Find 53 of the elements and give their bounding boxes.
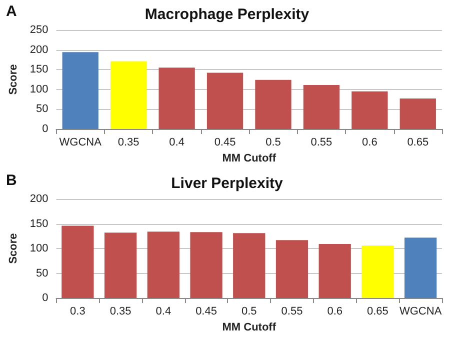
x-axis-title: MM Cutoff bbox=[222, 152, 276, 164]
x-tick-label: 0.55 bbox=[310, 136, 332, 148]
x-axis-title: MM Cutoff bbox=[222, 321, 276, 334]
x-tick-label: 0.65 bbox=[367, 306, 388, 318]
x-tick-label: 0.45 bbox=[214, 136, 236, 148]
bar bbox=[158, 68, 195, 129]
x-tick-label: 0.65 bbox=[407, 136, 429, 148]
bar bbox=[62, 226, 94, 298]
y-tick-label: 150 bbox=[30, 218, 48, 230]
x-tick-label: 0.35 bbox=[118, 136, 140, 148]
bar bbox=[404, 238, 437, 298]
x-tick-label: 0.5 bbox=[266, 136, 281, 148]
x-tick-label: 0.55 bbox=[281, 306, 303, 318]
x-tick-label: 0.5 bbox=[241, 306, 257, 318]
bar bbox=[104, 232, 137, 298]
bar bbox=[352, 91, 388, 129]
y-axis-title: Score bbox=[8, 64, 20, 95]
bar bbox=[276, 240, 308, 298]
y-tick-label: 200 bbox=[30, 44, 48, 56]
x-tick-label: 0.35 bbox=[110, 306, 132, 318]
bar bbox=[400, 98, 436, 129]
x-tick-label: 0.45 bbox=[196, 306, 217, 318]
y-tick-label: 150 bbox=[30, 64, 48, 76]
y-axis-title: Score bbox=[8, 233, 20, 264]
text: A bbox=[6, 3, 17, 20]
bar bbox=[147, 232, 180, 298]
x-tick-label: WGCNA bbox=[399, 306, 442, 318]
x-tick-label: 0.6 bbox=[327, 306, 342, 318]
bar bbox=[362, 246, 394, 298]
y-tick-label: 100 bbox=[30, 242, 48, 254]
y-tick-label: 200 bbox=[30, 193, 48, 205]
text: B bbox=[6, 172, 17, 189]
y-tick-label: 0 bbox=[42, 292, 48, 304]
y-tick-label: 50 bbox=[36, 103, 48, 116]
bar bbox=[110, 61, 147, 129]
bar bbox=[318, 244, 351, 298]
x-tick-label: 0.6 bbox=[362, 136, 378, 148]
x-tick-label: WGCNA bbox=[59, 136, 102, 148]
x-tick-label: 0.4 bbox=[156, 306, 172, 318]
bar bbox=[303, 85, 340, 129]
bar bbox=[255, 80, 292, 129]
y-tick-label: 0 bbox=[42, 123, 48, 135]
x-tick-label: 0.4 bbox=[169, 136, 184, 148]
bar bbox=[190, 232, 222, 298]
bar bbox=[233, 233, 266, 298]
chart-title: Liver Perplexity bbox=[171, 175, 284, 192]
bar bbox=[62, 52, 98, 129]
bar bbox=[206, 72, 244, 129]
y-tick-label: 250 bbox=[30, 24, 48, 36]
y-tick-label: 50 bbox=[36, 267, 48, 280]
y-tick-label: 100 bbox=[30, 83, 48, 96]
chart-title: Macrophage Perplexity bbox=[144, 6, 310, 23]
x-tick-label: 0.3 bbox=[70, 306, 86, 318]
